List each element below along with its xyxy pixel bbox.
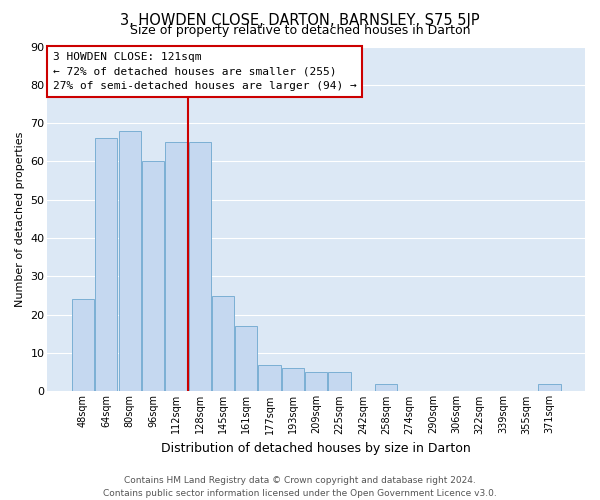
Bar [538,384,560,392]
Bar [165,142,187,392]
Text: 3 HOWDEN CLOSE: 121sqm
← 72% of detached houses are smaller (255)
27% of semi-de: 3 HOWDEN CLOSE: 121sqm ← 72% of detached… [53,52,356,92]
Text: 3, HOWDEN CLOSE, DARTON, BARNSLEY, S75 5JP: 3, HOWDEN CLOSE, DARTON, BARNSLEY, S75 5… [120,12,480,28]
Bar [188,142,211,392]
Bar [72,300,94,392]
Bar [119,131,141,392]
Text: Size of property relative to detached houses in Darton: Size of property relative to detached ho… [130,24,470,37]
Text: Contains HM Land Registry data © Crown copyright and database right 2024.
Contai: Contains HM Land Registry data © Crown c… [103,476,497,498]
Bar [142,162,164,392]
Bar [305,372,328,392]
Bar [282,368,304,392]
Y-axis label: Number of detached properties: Number of detached properties [15,132,25,306]
X-axis label: Distribution of detached houses by size in Darton: Distribution of detached houses by size … [161,442,471,455]
Bar [328,372,350,392]
Bar [375,384,397,392]
Bar [212,296,234,392]
Bar [235,326,257,392]
Bar [259,364,281,392]
Bar [95,138,118,392]
